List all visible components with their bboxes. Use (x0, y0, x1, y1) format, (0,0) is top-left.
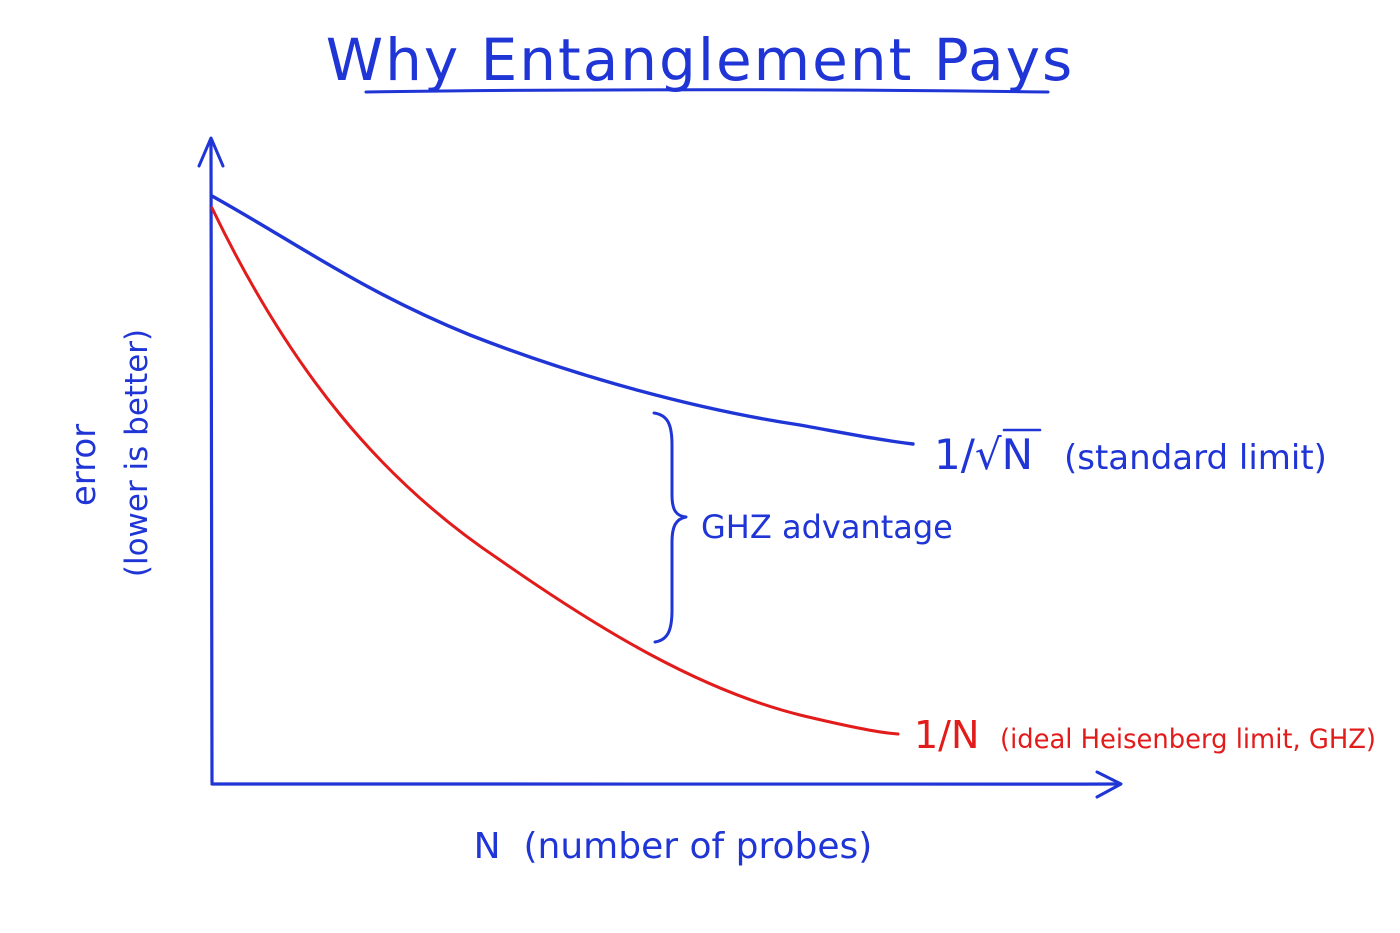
heisenberg-limit-curve (210, 206, 900, 736)
standard-formula-root: √N (975, 430, 1033, 479)
y-axis-label-line1: error (64, 424, 104, 506)
advantage-label: GHZ advantage (701, 508, 953, 546)
x-axis-arrow-icon (1095, 770, 1123, 799)
standard-limit-formula: 1/√N (934, 430, 1033, 479)
heisenberg-limit-description: (ideal Heisenberg limit, GHZ) (1000, 724, 1376, 755)
x-axis-label: N (number of probes) (474, 826, 873, 867)
title: Why Entanglement Pays (326, 26, 1075, 94)
heisenberg-limit-formula: 1/N (914, 713, 979, 757)
y-axis-label: error (lower is better) (64, 329, 155, 577)
standard-limit-curve (210, 194, 915, 446)
y-axis (197, 136, 225, 784)
x-axis (210, 770, 1123, 799)
standard-limit-description: (standard limit) (1064, 438, 1327, 478)
title-underline (364, 88, 1050, 94)
y-axis-arrow-icon (197, 136, 225, 168)
advantage-brace (652, 411, 688, 644)
y-axis-label-line2: (lower is better) (119, 329, 155, 577)
standard-limit-label: 1/√N (standard limit) (934, 428, 1327, 479)
heisenberg-limit-label: 1/N (ideal Heisenberg limit, GHZ) (914, 713, 1376, 757)
standard-formula-prefix: 1/ (934, 430, 976, 479)
